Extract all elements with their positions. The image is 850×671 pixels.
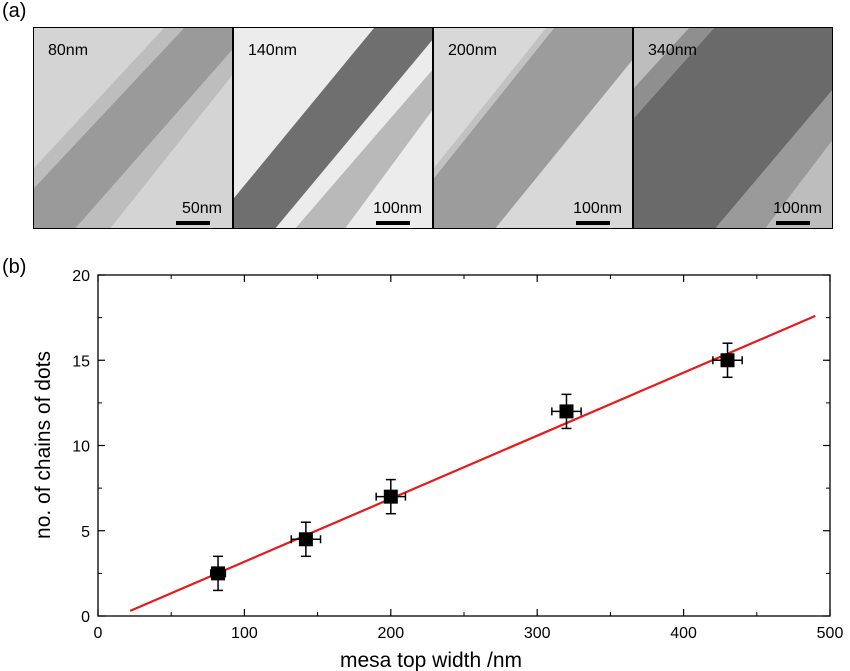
micrograph-200nm: 200nm 100nm xyxy=(433,27,633,229)
micrograph-80nm: 80nm 50nm xyxy=(33,27,233,229)
x-tick-label: 400 xyxy=(670,625,697,642)
scale-bar xyxy=(776,221,810,225)
data-points xyxy=(209,342,743,592)
fit-line-group xyxy=(129,314,816,612)
square-marker xyxy=(211,566,226,581)
scale-bar xyxy=(176,221,210,225)
scale-bar xyxy=(376,221,410,225)
chains-vs-width-chart: 0 100 200 300 400 500 0 5 10 15 20 mesa top width … xyxy=(32,268,843,671)
mesa-width-label: 200nm xyxy=(448,42,497,59)
mesa-width-label: 80nm xyxy=(48,42,89,59)
fit-line xyxy=(129,314,816,612)
micrograph-image xyxy=(434,28,632,228)
panel-a-label: (a) xyxy=(2,0,27,22)
scale-bar-label: 100nm xyxy=(773,200,822,217)
scale-bar-label: 100nm xyxy=(373,200,422,217)
data-point xyxy=(290,521,322,558)
data-point xyxy=(375,478,407,515)
y-tick-label: 10 xyxy=(72,439,90,456)
x-tick-label: 300 xyxy=(524,625,551,642)
x-axis-label: mesa top width /nm xyxy=(340,649,522,671)
x-tick-label: 500 xyxy=(817,625,844,642)
x-tick-label: 100 xyxy=(231,625,258,642)
ticks: 0 100 200 300 400 500 0 5 10 15 20 xyxy=(72,268,843,642)
y-axis-label: no. of chains of dots xyxy=(32,351,55,539)
square-marker xyxy=(559,404,574,419)
square-marker xyxy=(383,489,398,504)
data-point xyxy=(209,555,227,592)
scale-bar-label: 100nm xyxy=(573,200,622,217)
square-marker xyxy=(298,532,313,547)
mesa-width-label: 140nm xyxy=(248,42,297,59)
micrograph-image xyxy=(634,28,832,228)
micrograph-image xyxy=(34,28,232,228)
square-marker xyxy=(720,353,735,368)
scale-bar-label: 50nm xyxy=(181,200,222,217)
micrograph-140nm: 140nm 100nm xyxy=(233,27,433,229)
x-tick-label: 200 xyxy=(377,625,404,642)
y-tick-label: 20 xyxy=(72,268,90,285)
panel-b-label: (b) xyxy=(2,256,27,278)
scale-bar xyxy=(576,221,610,225)
x-tick-label: 0 xyxy=(94,625,103,642)
micrograph-340nm: 340nm 100nm xyxy=(633,27,833,229)
data-point xyxy=(551,393,582,430)
mesa-width-label: 340nm xyxy=(648,42,697,59)
data-point xyxy=(712,342,743,379)
micrograph-image xyxy=(234,28,432,228)
axes xyxy=(97,274,831,617)
plot-frame xyxy=(97,274,831,617)
y-tick-label: 15 xyxy=(72,353,90,370)
y-tick-label: 5 xyxy=(81,524,90,541)
y-tick-label: 0 xyxy=(81,609,90,626)
